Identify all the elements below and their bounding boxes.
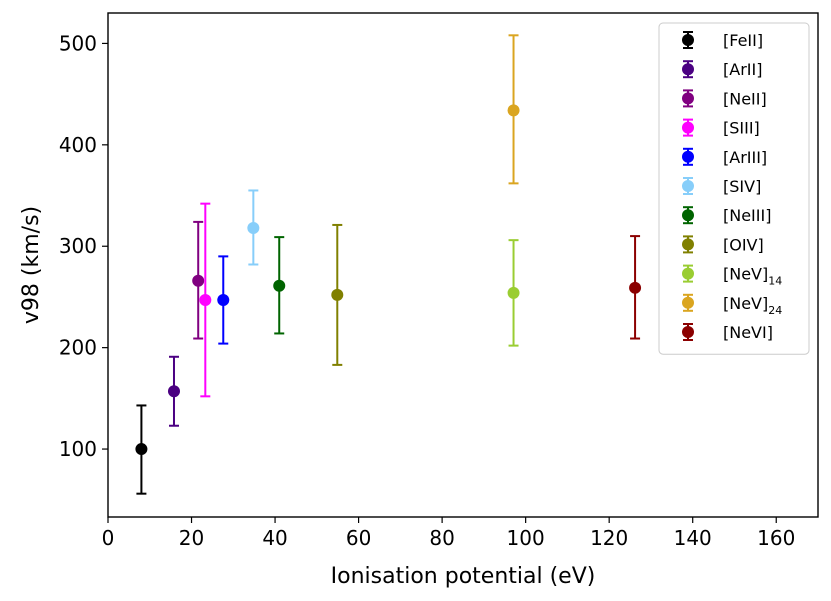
legend-entry: [ArIII] <box>682 147 767 167</box>
series-8 <box>507 239 520 347</box>
legend: [FeII] [ArII] [NeII] [SIII] [ArIII] [SIV] [NeI… <box>658 22 810 355</box>
x-tick-label: 80 <box>429 526 454 550</box>
legend-label: [FeII] <box>723 31 763 50</box>
legend-label-subscript: 14 <box>768 275 782 288</box>
legend-entry: [ArII] <box>682 60 762 79</box>
legend-marker-point <box>682 238 694 251</box>
series-10 <box>629 235 642 340</box>
plot-frame <box>107 12 819 518</box>
series-2 <box>192 220 205 340</box>
legend-label-name: [OIV] <box>723 235 764 254</box>
x-tick-label: 40 <box>262 526 287 550</box>
legend-label: [ArII] <box>723 60 762 79</box>
legend-label-name: [FeII] <box>723 31 763 50</box>
legend-marker-point <box>682 121 694 134</box>
legend-entry: [OIV] <box>682 235 764 254</box>
y-tick-label: 400 <box>59 133 97 157</box>
legend-label-subscript: 24 <box>768 304 782 317</box>
x-tick-label: 100 <box>507 526 545 550</box>
legend-label-name: [ArIII] <box>723 148 767 167</box>
x-tick-label: 160 <box>757 526 795 550</box>
legend-marker-point <box>682 63 694 76</box>
legend-label-name: [SIV] <box>723 177 761 196</box>
legend-marker-point <box>682 150 694 163</box>
series-0 <box>135 404 148 495</box>
legend-label: [NeIII] <box>723 206 771 225</box>
legend-label-name: [NeV] <box>723 294 768 313</box>
legend-marker-point <box>682 267 694 280</box>
legend-label-name: [NeII] <box>723 89 767 108</box>
series-1 <box>167 355 180 427</box>
x-tick-label: 120 <box>590 526 628 550</box>
legend-entry: [NeIII] <box>682 206 771 225</box>
legend-box <box>658 22 810 355</box>
legend-label-name: [ArII] <box>723 60 762 79</box>
legend-label: [NeII] <box>723 89 767 108</box>
x-axis: 0 20 40 60 80 100 120 140 160 <box>102 517 795 550</box>
legend-marker-point <box>682 34 694 46</box>
series-6 <box>273 236 286 335</box>
x-tick-label: 60 <box>346 526 371 550</box>
x-tick-label: 20 <box>179 526 204 550</box>
y-axis-label: v98 (km/s) <box>19 206 44 324</box>
legend-label: [ArIII] <box>723 148 767 167</box>
data-marks <box>135 34 642 495</box>
legend-entry: [NeVI] <box>682 323 773 342</box>
data-point <box>247 221 260 234</box>
data-point <box>199 293 212 306</box>
data-point <box>629 281 642 294</box>
y-axis: 100 200 300 400 500 <box>59 31 108 461</box>
legend-marker-point <box>682 296 694 309</box>
legend-entry: [SIII] <box>682 118 760 138</box>
legend-label-name: [NeV] <box>723 265 768 284</box>
legend-label: [SIV] <box>723 177 761 196</box>
legend-label: [SIII] <box>723 119 760 138</box>
data-point <box>217 293 230 306</box>
x-axis-label: Ionisation potential (eV) <box>331 564 596 589</box>
legend-marker-point <box>682 92 694 105</box>
legend-entry: [NeV]24 <box>682 293 782 317</box>
series-9 <box>507 34 520 185</box>
x-tick-label: 140 <box>674 526 712 550</box>
data-point <box>273 279 286 292</box>
data-point <box>331 288 344 301</box>
data-point <box>507 104 520 117</box>
legend-marker-point <box>682 180 694 192</box>
series-7 <box>331 223 344 366</box>
legend-label: [NeVI] <box>723 323 773 342</box>
legend-marker-point <box>682 209 694 222</box>
x-tick-label: 0 <box>102 526 115 550</box>
y-tick-label: 300 <box>59 234 97 258</box>
legend-marker-point <box>682 326 694 338</box>
y-tick-label: 500 <box>59 31 97 55</box>
legend-entry: [FeII] <box>682 31 763 50</box>
legend-label: [NeV]24 <box>723 294 782 317</box>
legend-label-name: [SIII] <box>723 119 760 138</box>
legend-entry: [NeV]14 <box>682 264 782 288</box>
legend-label-name: [NeVI] <box>723 323 773 342</box>
y-tick-label: 200 <box>59 336 97 360</box>
data-point <box>507 286 520 299</box>
data-point <box>167 385 180 398</box>
y-tick-label: 100 <box>59 437 97 461</box>
legend-label: [OIV] <box>723 235 764 254</box>
series-5 <box>247 189 260 266</box>
series-3 <box>199 202 212 398</box>
legend-label: [NeV]14 <box>723 265 782 288</box>
legend-entry: [NeII] <box>682 89 767 108</box>
data-point <box>135 443 148 456</box>
legend-label-name: [NeIII] <box>723 206 771 225</box>
data-point <box>192 274 205 287</box>
legend-entry: [SIV] <box>682 177 761 196</box>
series-4 <box>217 255 230 345</box>
